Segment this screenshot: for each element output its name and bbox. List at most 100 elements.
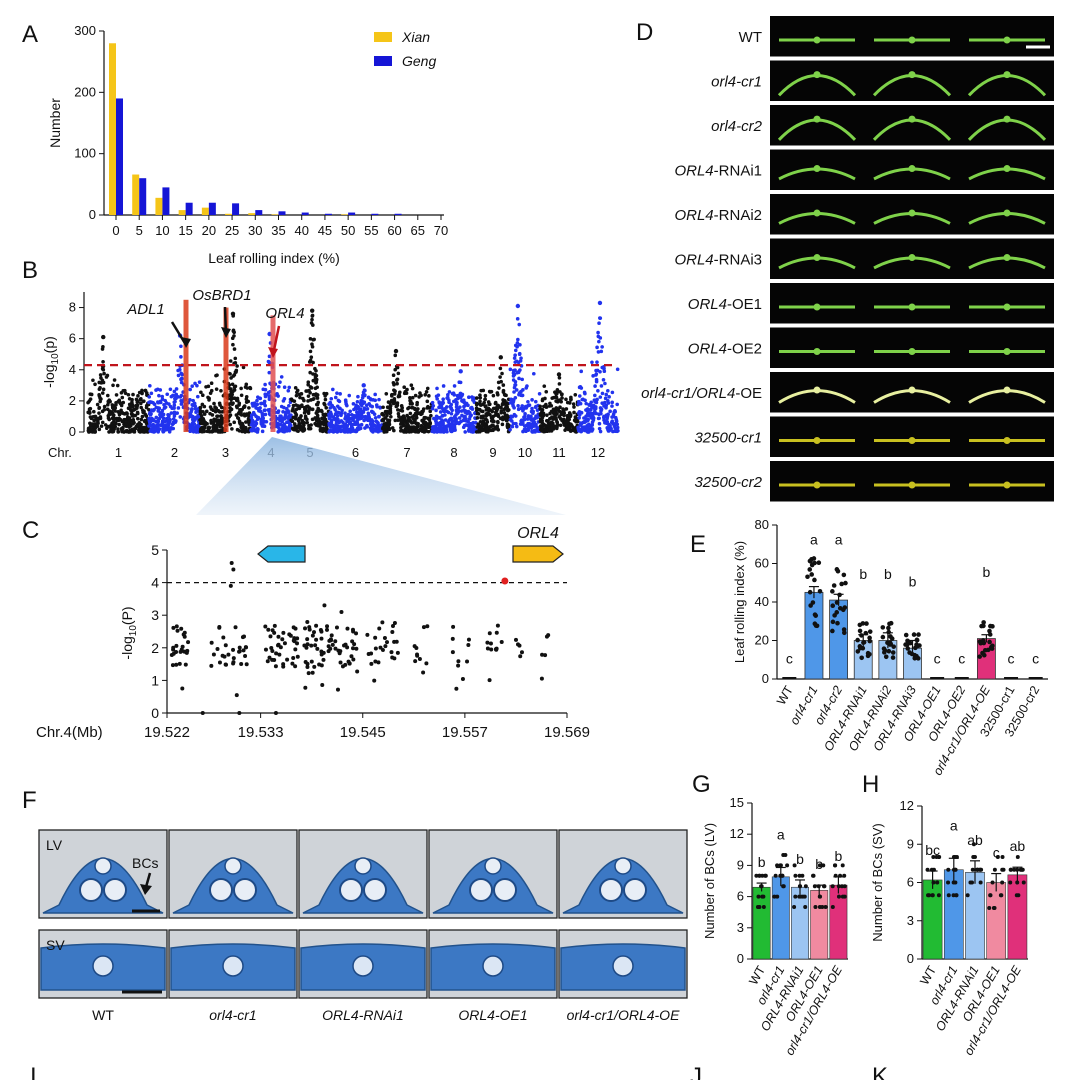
- y-tick-label: 20: [755, 633, 769, 648]
- snp-point: [595, 397, 599, 402]
- snp-point: [209, 418, 213, 423]
- snp-point: [566, 420, 570, 425]
- snp-point: [380, 411, 385, 416]
- snp-point: [604, 403, 609, 408]
- y-tick-label: 9: [737, 857, 744, 872]
- snp-point: [594, 373, 598, 377]
- data-point: [840, 894, 845, 899]
- snp-point: [235, 405, 239, 410]
- snp-point: [302, 398, 306, 403]
- snp-point: [231, 328, 236, 333]
- snp-point: [200, 711, 205, 715]
- vessel: [612, 955, 634, 977]
- snp-point: [276, 634, 281, 639]
- snp-point: [97, 427, 102, 432]
- snp-point: [517, 376, 521, 381]
- data-point: [793, 894, 798, 899]
- data-point: [805, 574, 810, 580]
- data-point: [980, 650, 985, 656]
- snp-point: [609, 420, 614, 425]
- snp-point: [91, 378, 95, 383]
- snp-point: [368, 396, 373, 401]
- snp-point: [466, 642, 471, 647]
- snp-point: [417, 656, 422, 661]
- x-tick-label: 19.545: [340, 724, 386, 741]
- leaf-midrib: [813, 481, 821, 489]
- snp-point: [312, 664, 317, 669]
- data-point: [1000, 867, 1005, 872]
- gene-label: ADL1: [126, 301, 165, 318]
- snp-point: [206, 428, 211, 432]
- snp-point: [86, 410, 90, 415]
- leaf-midrib: [908, 437, 916, 444]
- snp-point: [512, 390, 516, 394]
- snp-point: [260, 411, 265, 416]
- snp-point: [410, 386, 415, 391]
- snp-point: [303, 414, 308, 419]
- snp-point: [428, 420, 432, 425]
- snp-point: [523, 412, 527, 416]
- snp-point: [411, 427, 416, 432]
- snp-point: [510, 424, 515, 429]
- data-point: [977, 654, 982, 659]
- snp-point: [383, 644, 388, 649]
- snp-point: [479, 414, 484, 419]
- bar-geng: [394, 213, 402, 215]
- leaf-midrib: [1003, 386, 1011, 394]
- row-label-lv: LV: [46, 837, 63, 853]
- snp-point: [596, 388, 600, 393]
- snp-point: [310, 417, 315, 422]
- panel-letter-f: F: [22, 787, 37, 814]
- snp-point: [172, 400, 177, 404]
- snp-point: [139, 405, 143, 410]
- snp-point: [274, 651, 279, 656]
- data-point: [830, 884, 835, 889]
- snp-point: [194, 410, 198, 415]
- snp-point: [589, 400, 594, 405]
- snp-point: [127, 416, 132, 420]
- snp-point: [554, 395, 559, 400]
- snp-point: [307, 407, 312, 411]
- snp-point: [298, 426, 303, 431]
- snp-point: [95, 402, 100, 407]
- snp-point: [555, 423, 560, 427]
- snp-point: [373, 646, 378, 651]
- snp-point: [406, 415, 411, 420]
- snp-point: [333, 646, 338, 651]
- snp-point: [260, 401, 264, 406]
- snp-point: [99, 424, 104, 428]
- snp-point: [603, 396, 608, 401]
- data-point: [773, 873, 778, 878]
- y-tick-label: 40: [755, 594, 769, 609]
- snp-point: [107, 424, 111, 429]
- snp-point: [151, 408, 155, 413]
- snp-point: [131, 421, 135, 426]
- snp-point: [394, 639, 399, 644]
- x-axis-label: Leaf rolling index (%): [208, 250, 340, 266]
- snp-point: [282, 385, 287, 390]
- snp-point: [357, 416, 362, 420]
- snp-point: [232, 385, 237, 390]
- snp-point: [390, 426, 395, 430]
- snp-point: [135, 416, 140, 421]
- snp-point: [394, 404, 399, 409]
- snp-point: [441, 384, 446, 388]
- snp-point: [511, 400, 516, 404]
- snp-point: [292, 409, 297, 414]
- snp-point: [343, 642, 348, 647]
- leaf-midrib: [813, 209, 821, 217]
- snp-point: [232, 420, 237, 425]
- snp-point: [308, 370, 312, 375]
- chr-tick-label: 2: [171, 445, 178, 460]
- data-point: [841, 627, 847, 632]
- leaf-image-row: [770, 327, 1054, 368]
- snp-point: [132, 408, 136, 412]
- snp-point: [350, 627, 355, 632]
- vessel: [222, 955, 244, 977]
- snp-point: [404, 391, 409, 395]
- data-point: [803, 884, 808, 889]
- snp-point: [521, 429, 525, 434]
- snp-point: [355, 419, 359, 424]
- data-point: [835, 568, 841, 574]
- snp-point: [534, 415, 539, 420]
